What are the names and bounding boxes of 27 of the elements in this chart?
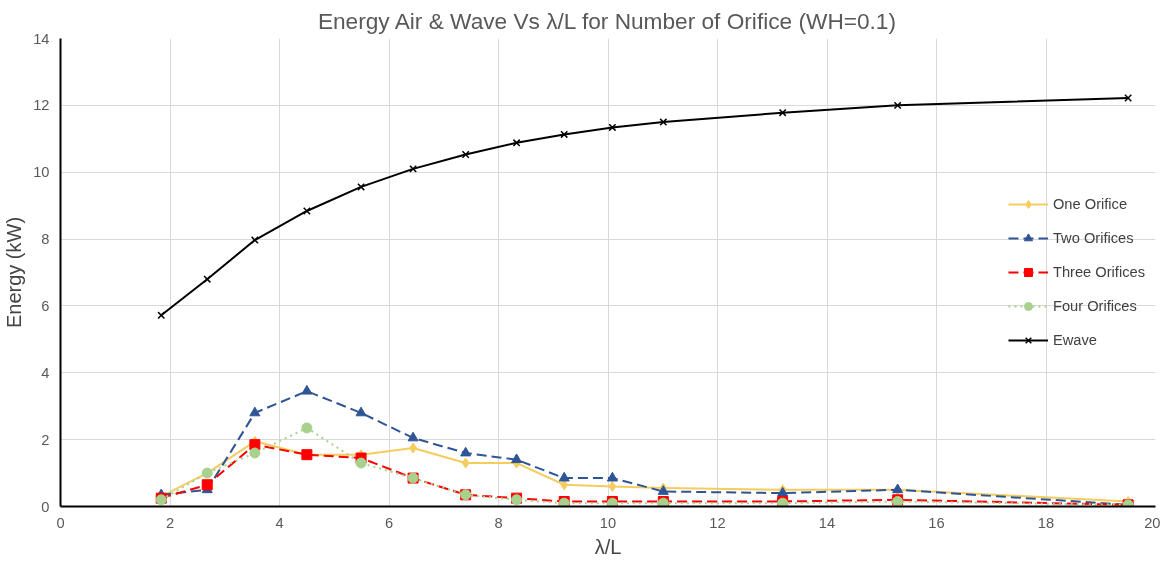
y-tick-label: 2 (41, 431, 50, 448)
legend-label: One Orifice (1052, 196, 1128, 212)
y-tick-label: 12 (33, 97, 50, 114)
x-tick-label: 8 (494, 514, 503, 531)
x-tick-label: 4 (275, 514, 284, 531)
x-tick-label: 6 (384, 514, 394, 531)
y-tick-label: 10 (33, 164, 50, 181)
x-tick-label: 2 (165, 514, 175, 531)
x-tick-label: 20 (1144, 514, 1161, 531)
x-tick-label: 14 (818, 514, 836, 531)
legend-label: Four Orifices (1052, 298, 1137, 314)
legend-label: Two Orifices (1052, 230, 1134, 246)
x-tick-label: 12 (709, 514, 726, 531)
x-tick-label: 10 (599, 514, 617, 531)
x-axis-title: λ/L (594, 535, 622, 558)
y-tick-label: 8 (41, 231, 50, 248)
x-tick-label: 0 (56, 514, 65, 531)
legend-label: Three Orifices (1052, 264, 1145, 280)
x-tick-label: 18 (1037, 514, 1055, 531)
y-tick-label: 6 (41, 297, 50, 314)
chart-title: Energy Air & Wave Vs λ/L for Number of Orifice (WH=0.1) (317, 7, 897, 34)
y-tick-label: 0 (41, 498, 50, 515)
legend-label: Ewave (1052, 332, 1097, 348)
x-tick-label: 16 (928, 514, 945, 531)
y-tick-label: 4 (41, 364, 50, 381)
y-tick-label: 14 (33, 30, 50, 47)
y-axis-title: Energy (kW) (3, 216, 26, 329)
